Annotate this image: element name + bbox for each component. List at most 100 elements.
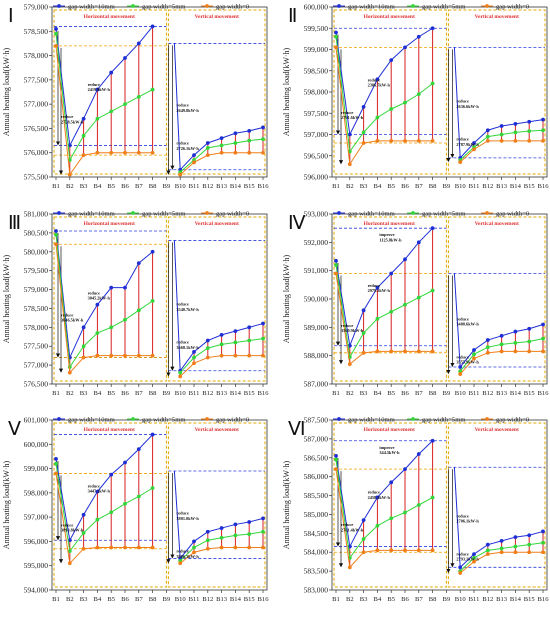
data-point-s0 <box>205 338 210 343</box>
x-tick-label: B12 <box>482 390 493 397</box>
region-title-horizontal: Horizontal movement <box>364 427 415 433</box>
panel-label: Ⅴ <box>8 419 21 440</box>
annotation-line: reduce <box>456 513 468 518</box>
x-tick-label: B2 <box>346 183 354 190</box>
y-tick-label: 577,000 <box>24 361 49 370</box>
region-title-vertical: Vertical movement <box>195 14 239 20</box>
data-point-s2 <box>334 467 338 472</box>
data-point-s1 <box>54 232 58 237</box>
data-point-s2 <box>541 138 545 143</box>
data-point-s1 <box>361 331 366 335</box>
x-tick-label: B4 <box>374 390 382 397</box>
x-tick-label: B3 <box>360 390 368 397</box>
region-title-horizontal: Horizontal movement <box>84 14 135 20</box>
y-tick-label: 598,500 <box>304 66 329 75</box>
data-point-s2 <box>513 349 518 354</box>
data-point-s0 <box>123 460 127 465</box>
annotation-line: 2419.9kW·h <box>88 87 111 92</box>
data-point-s1 <box>233 533 238 538</box>
legend-label: gap width=10mm <box>68 4 116 11</box>
annotation-line: 2649.8kW·h <box>176 108 199 113</box>
data-point-s1 <box>123 102 127 107</box>
data-point-s0 <box>233 131 238 136</box>
x-tick-label: B9 <box>163 183 171 190</box>
data-point-s1 <box>219 342 224 347</box>
y-tick-label: 586,000 <box>304 472 329 481</box>
series-line-1 <box>335 459 433 560</box>
data-point-s0 <box>123 56 127 60</box>
y-tick-label: 601,000 <box>24 416 49 425</box>
legend-swatch-marker <box>131 211 135 215</box>
data-point-s0 <box>541 529 545 534</box>
data-point-s0 <box>403 45 407 50</box>
data-point-s1 <box>403 510 407 515</box>
data-point-s0 <box>81 325 86 330</box>
annotation: reduce 3408.6kW·h <box>456 316 479 326</box>
annotation: reduce 3447.3kW·h <box>88 483 111 493</box>
data-point-s2 <box>54 242 58 247</box>
data-point-s0 <box>67 538 72 543</box>
data-point-s0 <box>527 533 532 538</box>
data-point-s1 <box>527 339 532 344</box>
data-point-s2 <box>123 353 127 358</box>
legend-entry: gap width=0 <box>201 4 250 11</box>
data-point-s1 <box>389 309 394 314</box>
data-point-s0 <box>527 119 532 124</box>
panel-label: Ⅰ <box>8 6 14 27</box>
data-point-s2 <box>178 172 183 177</box>
annotation-line: reduce <box>176 302 188 307</box>
annotation: reduce 2791.6kW·h <box>341 110 364 120</box>
y-tick-label: 578,000 <box>24 51 49 60</box>
data-point-s2 <box>541 349 545 354</box>
x-tick-label: B4 <box>94 390 102 397</box>
y-tick-label: 597,500 <box>304 109 329 118</box>
x-tick-label: B14 <box>230 596 242 603</box>
series-line-0 <box>55 230 153 360</box>
legend-entry: gap width=5mm <box>127 417 186 424</box>
data-point-s0 <box>430 438 435 443</box>
x-tick-label: B9 <box>163 390 171 397</box>
y-tick-label: 577,000 <box>24 100 49 109</box>
data-point-s0 <box>334 453 338 458</box>
legend-entry: gap width=10mm <box>333 4 396 11</box>
data-point-s1 <box>430 495 435 500</box>
panel-label: Ⅵ <box>288 419 306 440</box>
data-point-s1 <box>541 540 545 545</box>
legend-swatch-marker <box>205 417 209 421</box>
data-point-s2 <box>485 350 490 355</box>
data-point-s2 <box>205 546 210 551</box>
data-point-s0 <box>472 552 476 557</box>
x-tick-label: B16 <box>258 596 270 603</box>
annotation: reduce 3569.9kW·h <box>341 323 364 333</box>
x-tick-label: B7 <box>135 183 143 190</box>
x-tick-label: B4 <box>374 183 382 190</box>
legend-entry: gap width=5mm <box>407 417 466 424</box>
data-point-s2 <box>472 559 476 564</box>
data-point-s2 <box>123 150 127 155</box>
legend-entry: gap width=0 <box>481 417 530 424</box>
data-point-s0 <box>416 452 421 456</box>
data-point-s0 <box>527 326 532 331</box>
legend-label: gap width=5mm <box>422 417 466 424</box>
legend-swatch-marker <box>411 211 415 215</box>
data-point-s1 <box>205 538 210 543</box>
legend-entry: gap width=0 <box>481 211 530 218</box>
data-point-s1 <box>123 317 127 322</box>
annotation-line: reduce <box>456 551 468 556</box>
data-point-s2 <box>205 355 210 360</box>
data-point-s1 <box>513 544 518 549</box>
data-point-s2 <box>361 350 366 355</box>
y-tick-label: 587,000 <box>304 434 329 443</box>
data-point-s2 <box>403 138 407 143</box>
region-title-vertical: Vertical movement <box>195 427 239 433</box>
data-point-s2 <box>416 349 421 354</box>
series-line-1 <box>55 463 153 553</box>
x-tick-label: B5 <box>107 390 115 397</box>
data-point-s2 <box>485 552 490 557</box>
data-point-s0 <box>347 343 352 348</box>
annotation-line: reduce <box>341 522 353 527</box>
x-tick-label: B9 <box>163 596 171 603</box>
series-line-0 <box>453 467 461 568</box>
annotation: reduce 2726.1kW·h <box>176 141 199 151</box>
